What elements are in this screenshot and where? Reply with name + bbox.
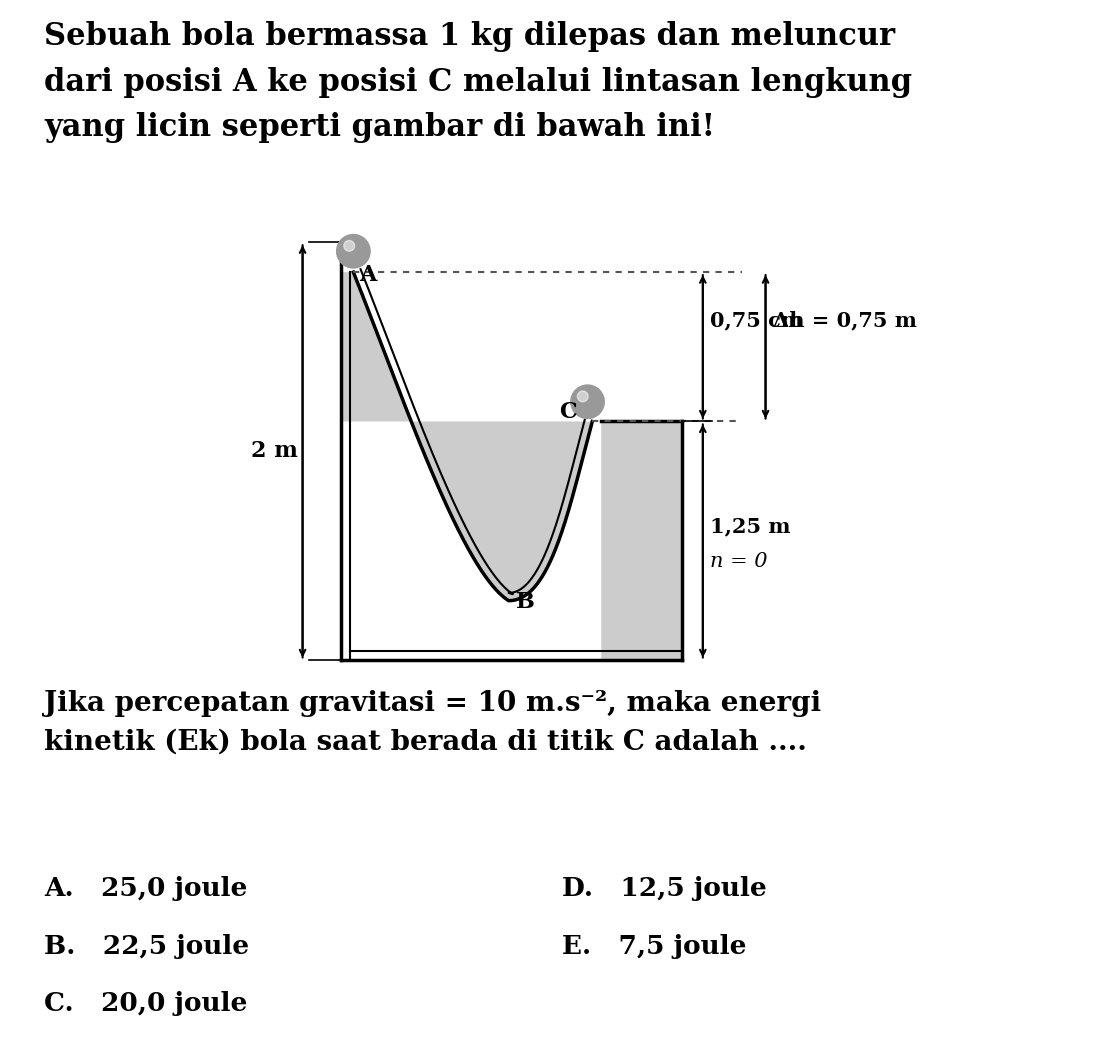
Circle shape — [337, 235, 370, 268]
Text: Δh = 0,75 m: Δh = 0,75 m — [773, 310, 917, 330]
Circle shape — [344, 240, 355, 252]
Text: B.   22,5 joule: B. 22,5 joule — [44, 933, 249, 959]
Text: 2 m: 2 m — [251, 441, 298, 462]
Text: D.   12,5 joule: D. 12,5 joule — [562, 876, 766, 902]
Circle shape — [577, 391, 588, 401]
Text: n = 0: n = 0 — [710, 552, 767, 571]
Circle shape — [570, 386, 604, 418]
Text: Jika percepatan gravitasi = 10 m.s⁻², maka energi
kinetik (Ek) bola saat berada : Jika percepatan gravitasi = 10 m.s⁻², ma… — [44, 690, 821, 756]
Text: Sebuah bola bermassa 1 kg dilepas dan meluncur
dari posisi A ke posisi C melalui: Sebuah bola bermassa 1 kg dilepas dan me… — [44, 21, 912, 143]
Text: A.   25,0 joule: A. 25,0 joule — [44, 876, 248, 902]
Text: 1,25 m: 1,25 m — [710, 516, 791, 536]
Text: A: A — [359, 264, 377, 286]
Text: B: B — [516, 590, 535, 613]
Polygon shape — [341, 272, 682, 661]
Text: E.   7,5 joule: E. 7,5 joule — [562, 933, 746, 959]
Text: C: C — [559, 401, 577, 424]
Text: C.   20,0 joule: C. 20,0 joule — [44, 992, 248, 1016]
Text: 0,75 cm: 0,75 cm — [710, 310, 803, 330]
